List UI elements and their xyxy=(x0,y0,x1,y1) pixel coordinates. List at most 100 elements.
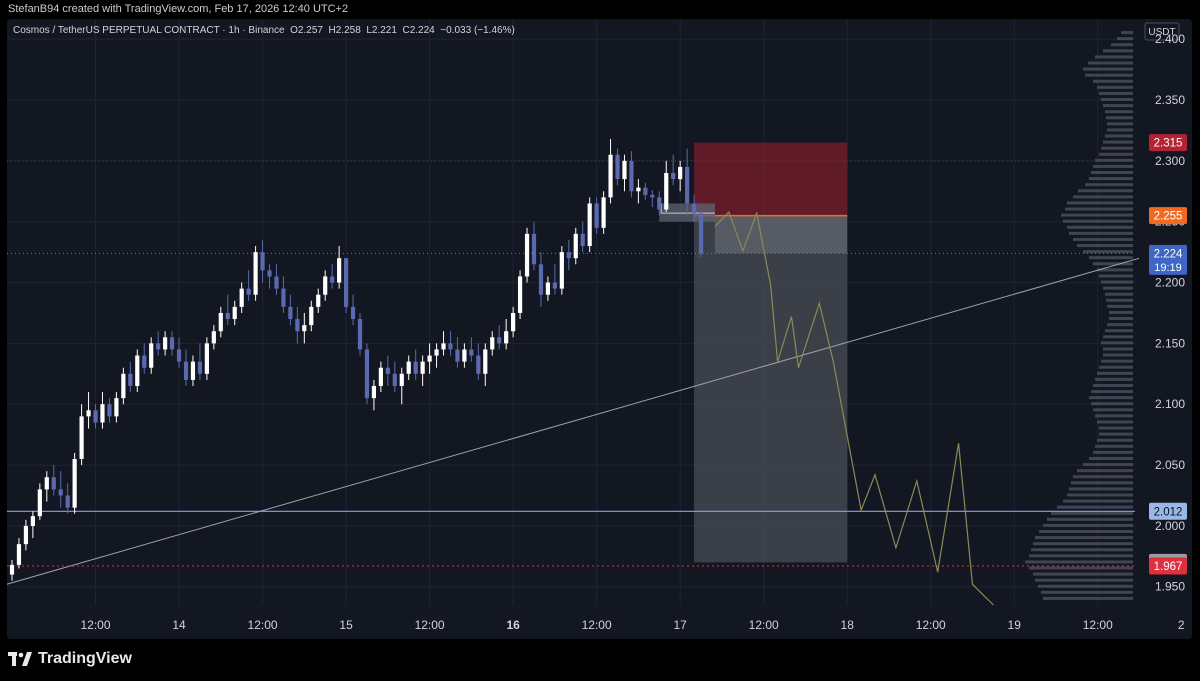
candle-body xyxy=(281,288,286,307)
price-tick-label: 2.350 xyxy=(1155,93,1185,107)
candle-body xyxy=(337,258,342,283)
candle-body xyxy=(156,343,161,350)
volume-profile-bar xyxy=(1099,426,1133,430)
ohlc-high: H2.258 xyxy=(328,25,361,36)
candle-body xyxy=(524,233,530,277)
candle xyxy=(190,355,196,386)
volume-profile-bar xyxy=(1103,286,1133,290)
candle-body xyxy=(657,197,662,210)
candle xyxy=(37,483,42,520)
candle xyxy=(350,294,356,326)
candle xyxy=(566,239,571,271)
candle-body xyxy=(9,564,15,575)
volume-profile-bar xyxy=(1093,262,1133,266)
candle-body xyxy=(434,349,439,356)
volume-profile-bar xyxy=(1073,475,1133,479)
volume-profile-bar xyxy=(1033,572,1133,576)
candle-body xyxy=(225,312,230,320)
volume-profile-bar xyxy=(1039,529,1133,533)
candle xyxy=(691,194,697,222)
time-tick-label: 16 xyxy=(506,618,520,632)
price-label-badge xyxy=(1149,557,1187,575)
time-tick-label: 12:00 xyxy=(415,618,445,632)
ohlc-close: C2.224 xyxy=(402,25,435,36)
candle-body xyxy=(44,477,49,490)
candle-body xyxy=(176,349,182,362)
candle-body xyxy=(671,173,676,180)
volume-profile-bar xyxy=(1101,280,1133,284)
volume-profile-bar xyxy=(1038,584,1133,588)
volume-profile-bar xyxy=(1095,444,1133,448)
candle-body xyxy=(204,343,209,374)
volume-profile-bar xyxy=(1095,55,1133,59)
candle-body xyxy=(260,252,265,271)
candle-body xyxy=(16,544,22,565)
candle-body xyxy=(678,166,683,180)
candle xyxy=(169,331,175,356)
chart-frame[interactable]: USDT2.4002.3502.3002.2502.2002.1502.1002… xyxy=(7,19,1192,639)
volume-profile-bar xyxy=(1041,590,1133,594)
candle-body xyxy=(448,343,453,350)
volume-profile-bar xyxy=(1107,122,1133,126)
candle-body xyxy=(608,154,613,198)
attribution-text: StefanB94 created with TradingView.com, … xyxy=(8,3,349,15)
candle xyxy=(9,559,15,581)
time-tick-label: 12:00 xyxy=(749,618,779,632)
reference-lines xyxy=(7,160,1161,585)
candle-body xyxy=(114,398,119,417)
grid xyxy=(7,19,1182,605)
candle xyxy=(288,294,293,326)
volume-profile-bar xyxy=(1067,201,1133,205)
candle-body xyxy=(580,233,585,247)
candle xyxy=(239,282,244,313)
candle-body xyxy=(350,306,356,320)
price-chart[interactable]: USDT2.4002.3502.3002.2502.2002.1502.1002… xyxy=(7,19,1192,639)
candle-body xyxy=(128,373,133,386)
candle xyxy=(65,483,70,514)
volume-profile-bar xyxy=(1099,365,1133,369)
candle-body xyxy=(517,276,523,313)
volume-profile-bar xyxy=(1089,456,1133,460)
candle xyxy=(260,239,265,283)
candle-body xyxy=(698,213,704,254)
candle xyxy=(392,361,397,393)
volume-profile-bar xyxy=(1105,292,1133,296)
candle xyxy=(490,331,495,356)
candle xyxy=(601,191,606,234)
candle xyxy=(559,246,564,295)
volume-profile-bar xyxy=(1099,91,1133,95)
candle-body xyxy=(107,404,112,417)
candle-body xyxy=(86,410,91,417)
volume-profile-bar xyxy=(1047,517,1133,521)
candle xyxy=(524,227,530,283)
candle-body xyxy=(497,337,502,344)
volume-profile-bar xyxy=(1035,536,1133,540)
candle-body xyxy=(538,264,544,295)
volume-profile-bar xyxy=(1029,554,1133,558)
candle-body xyxy=(135,355,140,386)
symbol-legend: Cosmos / TetherUS PERPETUAL CONTRACT · 1… xyxy=(13,25,515,36)
brand-footer[interactable]: TradingView xyxy=(8,649,132,669)
candle-body xyxy=(559,252,564,289)
candle xyxy=(72,452,77,514)
candle-body xyxy=(232,306,237,320)
candle xyxy=(580,221,585,253)
volume-profile-bar xyxy=(1107,128,1133,132)
candle xyxy=(163,331,168,356)
open-pnl-zone xyxy=(714,215,848,254)
candles xyxy=(9,138,704,581)
candle xyxy=(23,519,29,551)
candle-body xyxy=(142,355,147,368)
candle xyxy=(657,191,662,216)
time-tick-label: 17 xyxy=(673,618,687,632)
volume-profile-bar xyxy=(1069,487,1133,491)
candle-body xyxy=(163,337,168,350)
candle-body xyxy=(622,160,627,180)
candle-body xyxy=(399,373,404,386)
candle-body xyxy=(685,166,690,204)
trendline xyxy=(7,251,1161,585)
volume-profile-bar xyxy=(1043,596,1133,600)
volume-profile-bar xyxy=(1083,250,1133,254)
candle-body xyxy=(121,373,126,399)
candle xyxy=(100,392,105,429)
